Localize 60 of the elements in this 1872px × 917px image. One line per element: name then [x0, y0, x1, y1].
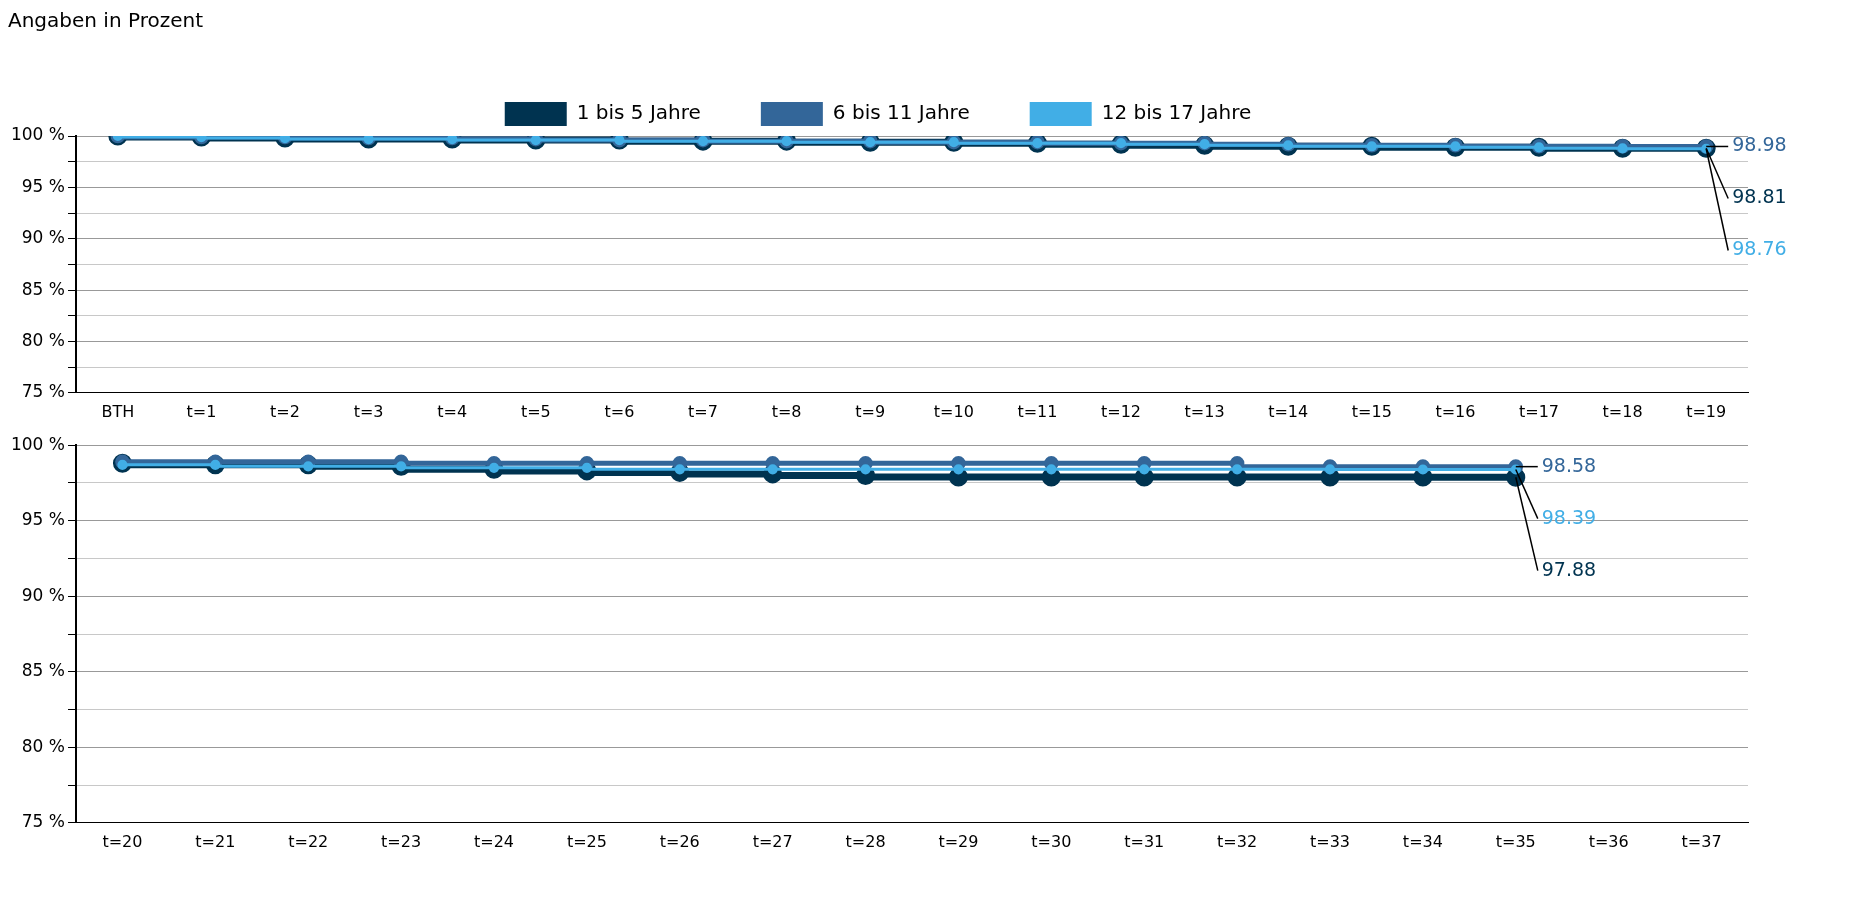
x-tick-label: t=31 — [1124, 831, 1165, 851]
x-tick-label: t=35 — [1495, 831, 1536, 851]
x-tick-label: t=2 — [270, 401, 300, 421]
x-tick-label: t=19 — [1686, 401, 1727, 421]
legend-label: 6 bis 11 Jahre — [832, 100, 970, 125]
data-label: 98.81 — [1732, 185, 1787, 208]
x-tick-label: t=3 — [353, 401, 384, 421]
x-tick-label: t=28 — [845, 831, 886, 851]
x-tick-label: t=30 — [1031, 831, 1072, 851]
x-tick-label: t=27 — [752, 831, 793, 851]
x-tick-label: t=15 — [1351, 401, 1392, 421]
x-tick-label: t=11 — [1017, 401, 1058, 421]
y-tick-label: 80 % — [21, 735, 65, 756]
x-tick-label: t=8 — [771, 401, 802, 421]
y-tick-label: 75 % — [21, 811, 65, 832]
x-tick-label: t=36 — [1588, 831, 1629, 851]
x-tick-label: t=25 — [566, 831, 607, 851]
x-tick-label: t=7 — [688, 401, 718, 421]
y-tick-label: 85 % — [21, 278, 65, 299]
y-tick-label: 100 % — [10, 433, 65, 454]
y-tick-label: 90 % — [21, 227, 65, 248]
x-tick-label: t=23 — [381, 831, 422, 851]
x-tick-label: t=21 — [195, 831, 236, 851]
x-tick-label: t=12 — [1100, 401, 1142, 421]
x-tick-label: t=37 — [1681, 831, 1722, 851]
y-tick-label: 95 % — [21, 175, 65, 196]
y-tick-label: 90 % — [21, 584, 65, 605]
y-tick-label: 100 % — [10, 124, 65, 145]
x-tick-label: t=32 — [1217, 831, 1258, 851]
data-label: 98.98 — [1732, 133, 1787, 156]
x-tick-label: t=9 — [855, 401, 886, 421]
x-tick-label: BTH — [101, 401, 135, 421]
x-tick-label: t=33 — [1309, 831, 1351, 851]
legend-label: 12 bis 17 Jahre — [1101, 100, 1252, 125]
data-label: 98.58 — [1541, 453, 1597, 476]
y-tick-label: 85 % — [21, 660, 65, 681]
x-tick-label: t=22 — [288, 831, 329, 851]
x-tick-label: t=29 — [938, 831, 979, 851]
x-tick-label: t=14 — [1268, 401, 1309, 421]
x-tick-label: t=1 — [186, 401, 217, 421]
x-tick-label: t=34 — [1402, 831, 1443, 851]
x-tick-label: t=24 — [473, 831, 515, 851]
x-tick-label: t=20 — [102, 831, 143, 851]
x-tick-label: t=18 — [1602, 401, 1643, 421]
x-tick-label: t=16 — [1435, 401, 1476, 421]
x-tick-label: t=10 — [933, 401, 974, 421]
x-tick-label: t=4 — [437, 401, 468, 421]
y-tick-label: 80 % — [21, 329, 65, 350]
data-label: 98.39 — [1541, 505, 1597, 528]
x-tick-label: t=6 — [604, 401, 635, 421]
x-tick-label: t=17 — [1518, 401, 1560, 421]
data-label: 98.76 — [1732, 237, 1787, 260]
y-tick-label: 75 % — [21, 381, 65, 402]
y-tick-label: 95 % — [21, 509, 65, 530]
legend-label: 1 bis 5 Jahre — [576, 100, 701, 125]
x-tick-label: t=26 — [659, 831, 700, 851]
x-tick-label: t=13 — [1184, 401, 1225, 421]
y-axis-title: Angaben in Prozent — [8, 8, 204, 32]
x-tick-label: t=5 — [520, 401, 551, 421]
data-label: 97.88 — [1541, 557, 1597, 580]
